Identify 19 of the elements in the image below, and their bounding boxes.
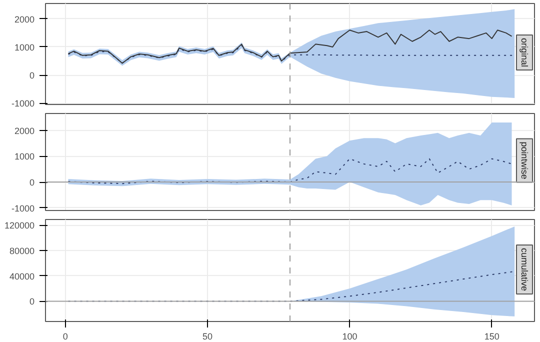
text: cumulative <box>520 248 530 292</box>
x-tick-label: 0 <box>62 332 68 342</box>
y-tick-label: 120000 <box>4 220 35 231</box>
x-tick-label: 50 <box>202 332 213 342</box>
x-tick-label: 150 <box>484 332 500 342</box>
text: pointwise <box>520 142 530 180</box>
y-tick-label: 40000 <box>9 271 35 282</box>
y-tick-label: 0 <box>29 296 35 307</box>
y-tick-label: -1000 <box>11 98 35 109</box>
y-tick-label: 1000 <box>14 42 35 52</box>
y-tick-label: 0 <box>29 70 35 81</box>
x-tick-label: 100 <box>342 332 358 342</box>
text: original <box>520 38 530 68</box>
y-tick-label: -1000 <box>11 203 35 214</box>
y-tick-label: 1000 <box>14 152 35 162</box>
y-tick-label: 80000 <box>9 246 35 256</box>
y-tick-label: 2000 <box>14 14 35 24</box>
y-tick-label: 2000 <box>14 126 35 136</box>
y-tick-label: 0 <box>29 178 35 188</box>
